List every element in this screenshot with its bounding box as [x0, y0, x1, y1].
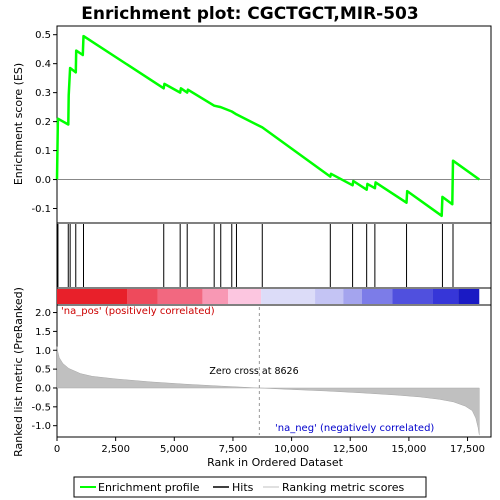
metric-y-tick-label-1: -0.5 — [31, 402, 51, 413]
heatmap-band-4 — [228, 289, 262, 304]
metric-y-tick-label-2: 0.0 — [35, 383, 51, 394]
es-y-tick-label-3: 0.2 — [35, 117, 51, 128]
heatmap-band-8 — [361, 289, 393, 304]
legend-label-enrichment: Enrichment profile — [98, 481, 200, 494]
metric-y-tick-label-0: -1.0 — [31, 421, 51, 432]
metric-y-tick-label-3: 0.5 — [35, 365, 51, 376]
es-panel-frame — [56, 25, 492, 224]
metric-y-tick-label-4: 1.0 — [35, 346, 51, 357]
y-axis-label-metric: Ranked list metric (PreRanked) — [12, 287, 25, 457]
metric-y-tick-label-6: 2.0 — [35, 308, 51, 319]
legend-label-hits: Hits — [232, 481, 254, 494]
hits-layer — [57, 224, 454, 287]
heatmap-band-0 — [57, 289, 128, 304]
es-y-tick-label-1: 0.0 — [35, 175, 51, 186]
es-y-tick-label-4: 0.3 — [35, 88, 51, 99]
chart-title: Enrichment plot: CGCTGCT,MIR-503 — [81, 4, 418, 24]
es-y-tick-label-0: -0.1 — [31, 204, 51, 215]
heatmap-band-9 — [392, 289, 433, 304]
heatmap-band-5 — [261, 289, 316, 304]
es-layer — [55, 34, 491, 218]
legend-box — [73, 476, 427, 498]
y-axis-label-es: Enrichment score (ES) — [12, 63, 25, 185]
x-tick-label-0: 0 — [54, 444, 60, 455]
axis-layer: -0.1 0.0 0.1 0.2 0.3 0.4 0.5 -1.0 -0.5 0.0 0.5 1.0 1… — [31, 30, 485, 455]
zero-cross-label: Zero cross at 8626 — [209, 366, 298, 377]
heatmap-layer — [57, 289, 480, 304]
es-y-tick-label-2: 0.1 — [35, 146, 51, 157]
x-tick-label-1: 2,500 — [101, 444, 130, 455]
x-tick-label-7: 17,500 — [450, 444, 485, 455]
x-tick-label-4: 10,000 — [274, 444, 309, 455]
metric-y-tick-label-5: 1.5 — [35, 327, 51, 338]
heatmap-band-10 — [432, 289, 459, 304]
legend-label-metric: Ranking metric scores — [282, 481, 404, 494]
heatmap-band-6 — [315, 289, 344, 304]
metric-layer — [56, 307, 480, 436]
x-tick-label-5: 12,500 — [333, 444, 368, 455]
annotation-pos: 'na_pos' (positively correlated) — [61, 306, 215, 317]
heatmap-band-1 — [127, 289, 158, 304]
heatmap-band-2 — [157, 289, 203, 304]
es-y-tick-label-5: 0.4 — [35, 59, 51, 70]
metric-panel-frame — [56, 304, 492, 438]
x-tick-label-2: 5,000 — [160, 444, 189, 455]
annotation-neg: 'na_neg' (negatively correlated) — [275, 423, 434, 434]
heatmap-band-11 — [458, 289, 480, 304]
es-y-tick-label-6: 0.5 — [35, 30, 51, 41]
x-axis-label: Rank in Ordered Dataset — [207, 456, 344, 469]
heatmap-band-3 — [202, 289, 229, 304]
heatmap-band-7 — [343, 289, 362, 304]
hits-panel-frame — [56, 222, 492, 289]
x-tick-label-3: 7,500 — [219, 444, 248, 455]
enrichment-profile-line — [55, 34, 481, 218]
ranking-metric-area — [56, 346, 480, 436]
x-tick-label-6: 15,000 — [391, 444, 426, 455]
